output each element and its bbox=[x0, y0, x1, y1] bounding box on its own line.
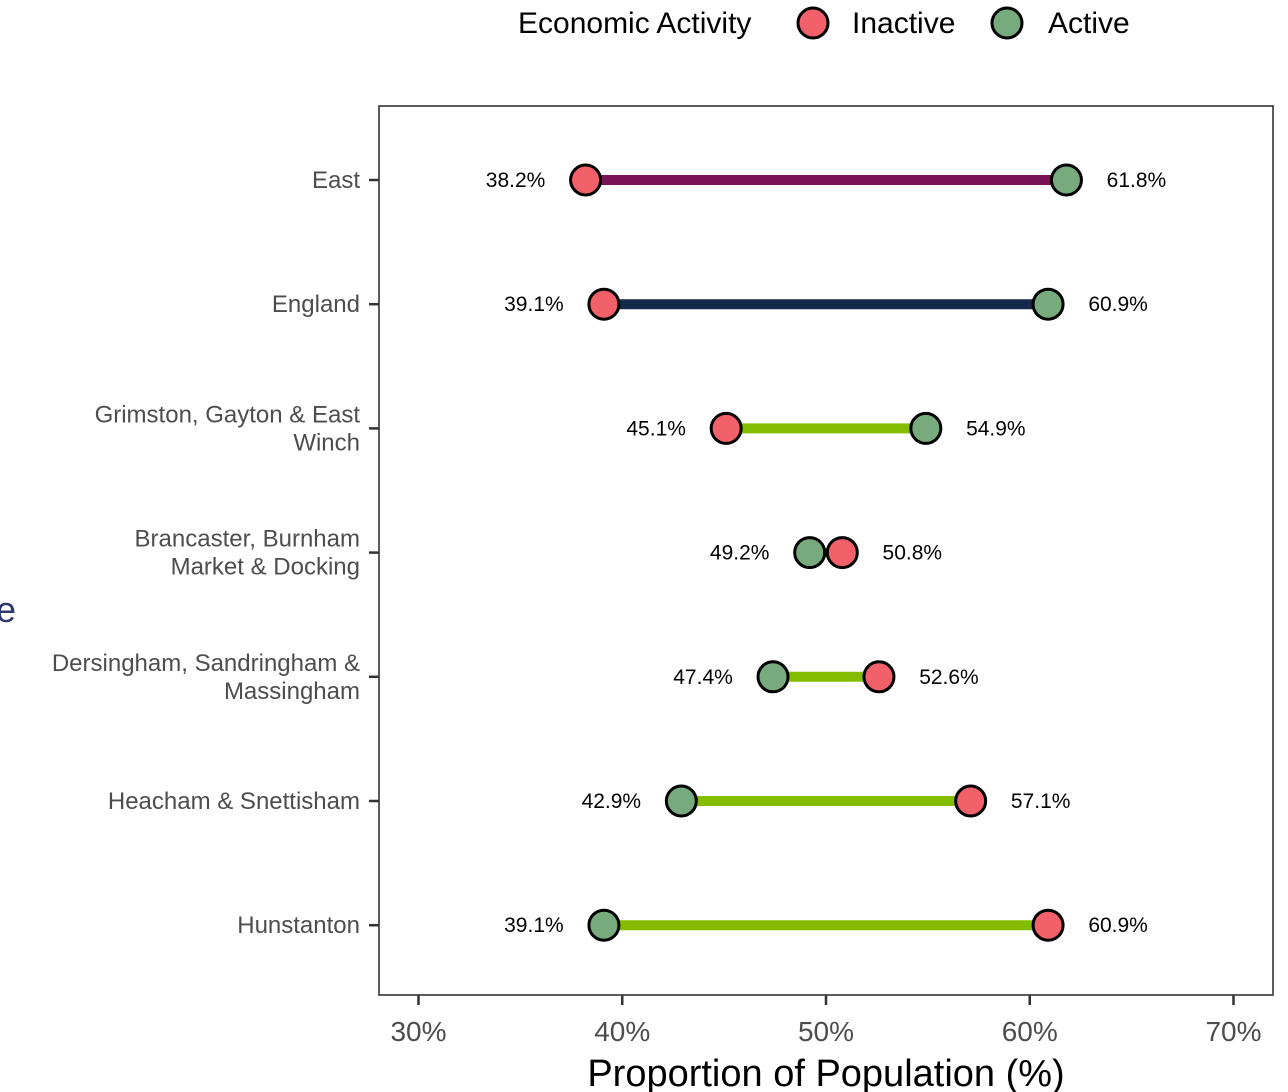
point-active bbox=[793, 536, 827, 570]
x-axis-tick-label: 60% bbox=[1002, 1016, 1058, 1047]
legend-title: Economic Activity bbox=[518, 7, 751, 40]
point-inactive bbox=[1031, 908, 1065, 942]
x-axis: 30% 40% 50% 60% 70% bbox=[390, 995, 1262, 1047]
data-label-left: 38.2% bbox=[486, 169, 546, 192]
point-inactive bbox=[825, 536, 859, 570]
legend-swatch-active bbox=[990, 6, 1024, 40]
data-label-left: 45.1% bbox=[626, 417, 686, 440]
y-axis-category-label: Dersingham, Sandringham & Massingham bbox=[52, 650, 360, 705]
point-active bbox=[1049, 163, 1083, 197]
x-axis-title: Proportion of Population (%) bbox=[587, 1053, 1064, 1092]
legend-swatch-inactive bbox=[796, 6, 830, 40]
data-label-left: 39.1% bbox=[504, 914, 564, 937]
data-label-left: 42.9% bbox=[582, 790, 642, 813]
data-label-right: 57.1% bbox=[1011, 790, 1071, 813]
y-axis-category-label: England bbox=[272, 291, 360, 318]
x-axis-tick-label: 30% bbox=[390, 1016, 446, 1047]
point-active bbox=[909, 411, 943, 445]
point-inactive bbox=[954, 784, 988, 818]
data-label-right: 60.9% bbox=[1088, 293, 1148, 316]
x-axis-tick-label: 50% bbox=[798, 1016, 854, 1047]
data-label-right: 61.8% bbox=[1107, 169, 1167, 192]
x-axis-tick-label: 40% bbox=[594, 1016, 650, 1047]
point-inactive bbox=[587, 287, 621, 321]
legend: Economic Activity Inactive Active bbox=[518, 6, 1130, 40]
point-active bbox=[664, 784, 698, 818]
point-active bbox=[587, 908, 621, 942]
y-axis-category-label: Grimston, Gayton & East Winch bbox=[95, 401, 361, 456]
y-axis-category-label: Brancaster, Burnham Market & Docking bbox=[135, 526, 360, 581]
data-label-left: 39.1% bbox=[504, 293, 564, 316]
data-label-right: 52.6% bbox=[919, 666, 979, 689]
data-label-right: 54.9% bbox=[966, 417, 1026, 440]
y-axis-category-label: Hunstanton bbox=[237, 912, 360, 939]
point-inactive bbox=[862, 660, 896, 694]
y-axis-category-label: Heacham & Snettisham bbox=[108, 788, 360, 815]
legend-label-inactive: Inactive bbox=[852, 7, 955, 40]
edge-text-fragment: e bbox=[0, 589, 17, 630]
point-active bbox=[1031, 287, 1065, 321]
data-label-left: 47.4% bbox=[673, 666, 733, 689]
y-axis: East England Grimston, Gayton & East Winch B… bbox=[52, 167, 379, 939]
data-label-right: 50.8% bbox=[883, 542, 943, 565]
legend-label-active: Active bbox=[1048, 7, 1130, 40]
data-label-right: 60.9% bbox=[1088, 914, 1148, 937]
y-axis-category-label: East bbox=[312, 167, 360, 194]
point-active bbox=[756, 660, 790, 694]
chart-marks: 38.2% 61.8% 39.1% 60.9% 45.1% 54.9% 49.2% 50.8%… bbox=[486, 163, 1167, 942]
point-inactive bbox=[569, 163, 603, 197]
point-inactive bbox=[709, 411, 743, 445]
data-label-left: 49.2% bbox=[710, 542, 770, 565]
x-axis-tick-label: 70% bbox=[1205, 1016, 1261, 1047]
